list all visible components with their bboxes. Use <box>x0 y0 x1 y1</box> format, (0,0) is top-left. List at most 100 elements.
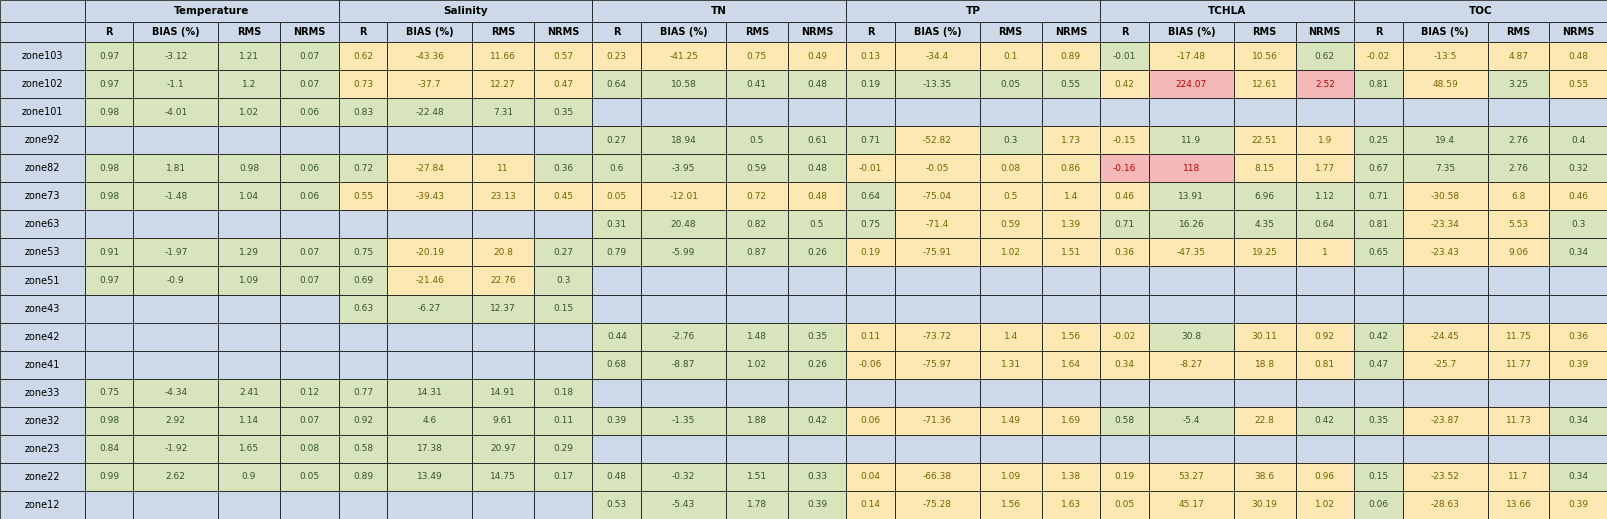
Bar <box>472 154 534 182</box>
Text: 0.42: 0.42 <box>1368 332 1387 341</box>
Text: 0.72: 0.72 <box>352 164 373 173</box>
Text: 0.07: 0.07 <box>299 51 320 61</box>
Bar <box>725 126 787 154</box>
Text: 0.71: 0.71 <box>860 135 881 145</box>
Bar <box>1041 126 1099 154</box>
Bar <box>1401 463 1486 491</box>
Bar <box>1295 126 1353 154</box>
Text: 45.17: 45.17 <box>1178 500 1204 510</box>
Bar <box>641 22 725 42</box>
Bar <box>591 210 641 238</box>
Text: R: R <box>358 27 366 37</box>
Bar <box>1099 323 1149 351</box>
Bar <box>1149 266 1233 294</box>
Text: 0.34: 0.34 <box>1114 360 1135 369</box>
Bar <box>534 126 591 154</box>
Bar <box>85 435 133 463</box>
Bar <box>641 266 725 294</box>
Bar <box>641 463 725 491</box>
Text: 2.41: 2.41 <box>239 388 259 397</box>
Bar <box>133 407 219 435</box>
Text: 1.38: 1.38 <box>1061 472 1080 482</box>
Text: 0.1: 0.1 <box>1003 51 1017 61</box>
Bar <box>641 351 725 379</box>
Bar <box>0 463 85 491</box>
Bar <box>845 435 895 463</box>
Text: 6.8: 6.8 <box>1511 192 1525 201</box>
Bar <box>1295 379 1353 407</box>
Text: 0.17: 0.17 <box>553 472 572 482</box>
Text: 1.56: 1.56 <box>1061 332 1080 341</box>
Text: 0.13: 0.13 <box>860 51 881 61</box>
Bar <box>641 70 725 98</box>
Bar <box>133 379 219 407</box>
Text: 1.02: 1.02 <box>1000 248 1020 257</box>
Bar <box>725 154 787 182</box>
Text: 1.4: 1.4 <box>1003 332 1017 341</box>
Bar <box>787 435 845 463</box>
Text: -5.99: -5.99 <box>672 248 694 257</box>
Bar <box>1353 182 1401 210</box>
Text: 0.73: 0.73 <box>352 79 373 89</box>
Bar <box>133 22 219 42</box>
Bar <box>591 182 641 210</box>
Text: 0.91: 0.91 <box>100 248 119 257</box>
Bar <box>280 323 339 351</box>
Bar <box>339 379 387 407</box>
Bar <box>1295 154 1353 182</box>
Bar <box>85 491 133 519</box>
Text: 0.59: 0.59 <box>746 164 767 173</box>
Text: 0.89: 0.89 <box>352 472 373 482</box>
Bar <box>1549 210 1607 238</box>
Bar <box>0 210 85 238</box>
Bar <box>641 323 725 351</box>
Text: -1.97: -1.97 <box>164 248 188 257</box>
Bar <box>387 98 472 126</box>
Bar <box>387 407 472 435</box>
Bar <box>1401 154 1486 182</box>
Text: 0.29: 0.29 <box>553 444 572 454</box>
Bar <box>0 323 85 351</box>
Bar <box>534 42 591 70</box>
Text: 0.27: 0.27 <box>606 135 627 145</box>
Text: 11.75: 11.75 <box>1504 332 1530 341</box>
Bar <box>979 463 1041 491</box>
Bar <box>979 266 1041 294</box>
Bar <box>591 154 641 182</box>
Bar <box>1233 42 1295 70</box>
Bar <box>895 182 979 210</box>
Text: 0.27: 0.27 <box>553 248 572 257</box>
Text: 0.87: 0.87 <box>746 248 767 257</box>
Text: -8.27: -8.27 <box>1180 360 1202 369</box>
Bar <box>472 126 534 154</box>
Bar <box>472 379 534 407</box>
Text: -3.95: -3.95 <box>672 164 694 173</box>
Bar <box>1233 266 1295 294</box>
Text: NRMS: NRMS <box>800 27 832 37</box>
Bar <box>534 463 591 491</box>
Text: 0.67: 0.67 <box>1368 164 1388 173</box>
Bar <box>845 98 895 126</box>
Bar <box>1295 42 1353 70</box>
Bar <box>787 70 845 98</box>
Bar <box>1549 435 1607 463</box>
Bar <box>472 294 534 323</box>
Text: 1.78: 1.78 <box>746 500 767 510</box>
Text: 30.19: 30.19 <box>1250 500 1276 510</box>
Bar <box>787 210 845 238</box>
Text: 0.07: 0.07 <box>299 416 320 425</box>
Text: 0.19: 0.19 <box>860 79 881 89</box>
Bar <box>85 42 133 70</box>
Text: 0.64: 0.64 <box>860 192 881 201</box>
Bar <box>472 98 534 126</box>
Bar <box>1295 182 1353 210</box>
Bar <box>1353 379 1401 407</box>
Bar <box>845 42 895 70</box>
Bar <box>845 238 895 266</box>
Bar <box>1233 182 1295 210</box>
Text: 1.9: 1.9 <box>1316 135 1331 145</box>
Text: 1.31: 1.31 <box>1000 360 1020 369</box>
Text: 1.51: 1.51 <box>746 472 767 482</box>
Text: 0.45: 0.45 <box>553 192 572 201</box>
Bar <box>219 210 280 238</box>
